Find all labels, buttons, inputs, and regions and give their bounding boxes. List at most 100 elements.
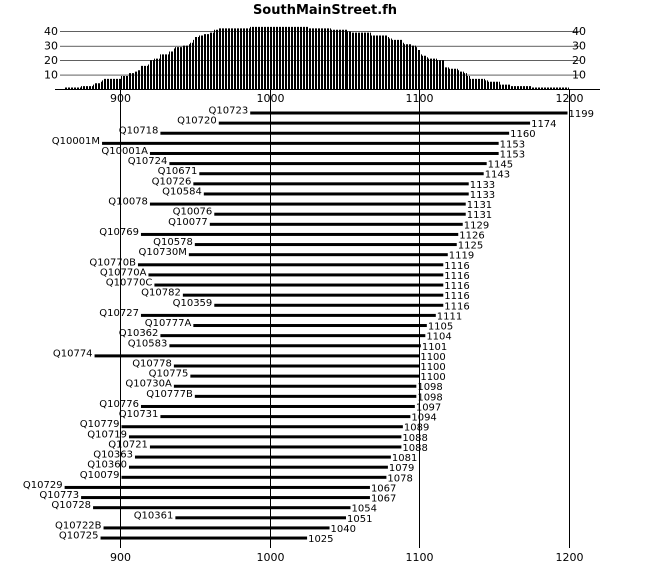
series-label: Q10770B	[89, 257, 136, 268]
series-bar	[160, 131, 510, 135]
series-label: Q10725	[59, 531, 99, 542]
series-bar	[103, 526, 330, 530]
series-bar	[214, 303, 444, 307]
series-end-year: 1025	[308, 534, 333, 545]
series-bar	[209, 222, 463, 226]
series-end-year: 1098	[417, 392, 442, 403]
series-bar	[175, 516, 346, 520]
series-bar	[140, 232, 459, 236]
series-end-year: 1100	[420, 362, 445, 373]
series-end-year: 1116	[444, 271, 469, 282]
series-end-year: 1089	[404, 423, 429, 434]
series-end-year: 1054	[351, 504, 376, 515]
series-end-year: 1174	[531, 119, 556, 130]
series-label: Q10728	[51, 500, 91, 511]
series-label: Q10727	[99, 308, 139, 319]
histogram-y-tick-right: 10	[572, 69, 586, 82]
series-label: Q10671	[158, 166, 198, 177]
series-bar	[137, 263, 444, 267]
series-bar	[148, 273, 444, 277]
series-end-year: 1100	[420, 372, 445, 383]
series-bar	[160, 415, 411, 419]
series-bar	[140, 404, 415, 408]
series-bar	[128, 435, 402, 439]
series-label: Q10361	[134, 510, 174, 521]
series-label: Q10778	[132, 359, 172, 370]
series-label: Q10360	[87, 460, 127, 471]
series-end-year: 1078	[387, 473, 412, 484]
series-label: Q10720	[177, 116, 217, 127]
series-end-year: 1116	[444, 291, 469, 302]
series-label: Q10718	[119, 126, 159, 137]
series-end-year: 1116	[444, 281, 469, 292]
series-bar	[190, 374, 420, 378]
series-bar	[64, 485, 370, 489]
series-bar	[154, 283, 444, 287]
series-bar	[149, 202, 466, 206]
series-end-year: 1101	[422, 342, 447, 353]
series-bar	[188, 253, 448, 257]
series-bar	[173, 364, 420, 368]
series-label: Q10730M	[139, 247, 187, 258]
series-bar	[173, 384, 417, 388]
series-end-year: 1105	[428, 322, 453, 333]
series-bar	[193, 182, 469, 186]
series-bar	[182, 293, 444, 297]
series-bar	[194, 394, 417, 398]
series-bar	[149, 151, 499, 155]
series-label: Q10001M	[52, 136, 100, 147]
series-bar	[81, 496, 370, 500]
series-end-year: 1098	[417, 382, 442, 393]
series-end-year: 1145	[488, 160, 513, 171]
x-tick-label-bottom: 1000	[257, 551, 285, 564]
histogram-y-tick-left: 40	[44, 25, 58, 38]
series-end-year: 1133	[470, 180, 495, 191]
x-tick-label-top: 1200	[556, 92, 584, 105]
series-end-year: 1097	[416, 402, 441, 413]
series-end-year: 1143	[485, 170, 510, 181]
series-end-year: 1067	[371, 483, 396, 494]
series-label: Q10078	[108, 197, 148, 208]
series-label: Q10079	[80, 470, 120, 481]
x-tick-label-bottom: 1100	[406, 551, 434, 564]
series-label: Q10722B	[55, 520, 102, 531]
series-bar	[250, 111, 568, 115]
histogram-y-tick-right: 30	[572, 40, 586, 53]
series-bar	[93, 506, 351, 510]
x-tick-label-top: 1100	[406, 92, 434, 105]
series-end-year: 1129	[464, 220, 489, 231]
series-label: Q10782	[141, 288, 181, 299]
series-label: Q10777A	[145, 318, 192, 329]
series-end-year: 1104	[426, 332, 451, 343]
series-label: Q10726	[152, 176, 192, 187]
series-label: Q10769	[99, 227, 139, 238]
series-end-year: 1100	[420, 352, 445, 363]
series-end-year: 1133	[470, 190, 495, 201]
series-end-year: 1111	[437, 311, 462, 322]
series-label: Q10363	[93, 450, 133, 461]
series-label: Q10723	[209, 106, 249, 117]
series-bar	[169, 162, 487, 166]
series-bar	[128, 465, 388, 469]
x-tick-label-top: 1000	[257, 92, 285, 105]
series-end-year: 1051	[347, 514, 372, 525]
series-end-year: 1040	[331, 524, 356, 535]
series-bars: Q10723 1199 Q10720 1174 Q10718 1160 Q10001M 115…	[23, 106, 594, 546]
histogram-y-tick-left: 30	[44, 40, 58, 53]
series-end-year: 1126	[459, 230, 484, 241]
series-label: Q10584	[162, 186, 202, 197]
series-end-year: 1131	[467, 210, 492, 221]
series-end-year: 1116	[444, 261, 469, 272]
series-bar	[194, 243, 457, 247]
series-label: Q10362	[119, 328, 159, 339]
series-bar	[160, 334, 426, 338]
series-end-year: 1119	[449, 251, 474, 262]
series-label: Q10076	[173, 207, 213, 218]
series-bar	[94, 354, 420, 358]
histogram-y-tick-left: 10	[44, 69, 58, 82]
series-label: Q10730A	[125, 379, 172, 390]
series-end-year: 1088	[402, 443, 427, 454]
series-end-year: 1131	[467, 200, 492, 211]
series-label: Q10731	[119, 409, 159, 420]
